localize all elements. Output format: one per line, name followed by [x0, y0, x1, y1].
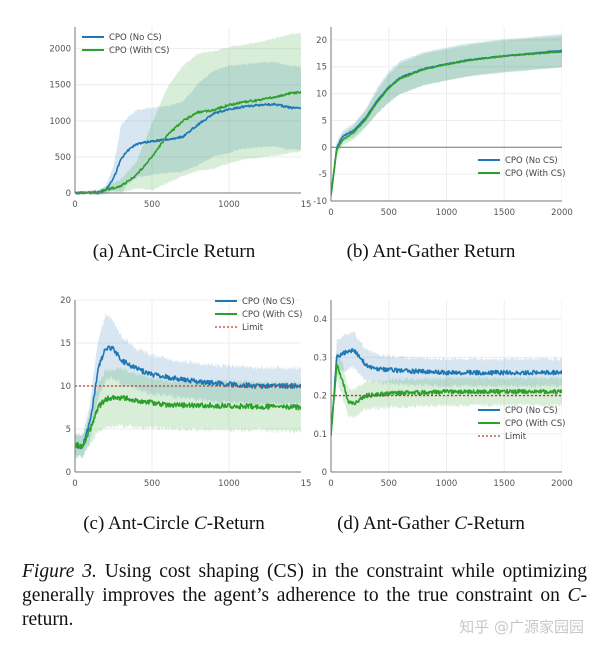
band-with-cs	[75, 366, 301, 460]
x-tick-label: 500	[381, 479, 397, 489]
y-tick-label: 0	[322, 143, 327, 153]
x-tick-label: 1500	[493, 479, 515, 489]
subcaption-text: (a) Ant-Circle Return	[92, 241, 256, 262]
y-tick-label: 15	[60, 339, 71, 349]
y-tick-label: 20	[60, 296, 71, 306]
band-with-cs	[331, 353, 562, 439]
caption-text-end: -return.	[22, 585, 587, 630]
y-tick-label: 0	[322, 468, 327, 478]
line-with-cs	[75, 394, 301, 450]
y-tick-label: 20	[316, 36, 327, 46]
subcaption-d: (d) Ant-Gather C-Return	[337, 513, 525, 535]
y-tick-label: 0	[66, 468, 71, 478]
subcaption-text: (b) Ant-Gather Return	[346, 241, 516, 262]
chart-a: 0 500 1000 15 0 500 1000 1500 2000 CPO (No CS) CPO…	[49, 27, 311, 210]
watermark: 知乎 @广源家园园	[459, 618, 584, 636]
chart-b: 0 500 1000 1500 2000 -10 -5 0 5 10 15 20 CPO (No CS)…	[313, 27, 573, 218]
figure-caption: Figure 3. Using cost shaping (CS) in the…	[22, 560, 587, 632]
x-tick-label: 0	[72, 200, 77, 210]
legend-label: CPO (No CS)	[242, 297, 295, 307]
line-with-cs	[331, 363, 562, 436]
x-tick-label: 0	[328, 479, 333, 489]
plot-area	[75, 32, 301, 195]
subcaption-c: (c) Ant-Circle C-Return	[83, 513, 265, 535]
legend-label: CPO (No CS)	[505, 156, 558, 166]
legend-label: CPO (With CS)	[505, 169, 565, 179]
band-no-cs	[331, 331, 562, 440]
x-tick-label: 1000	[436, 208, 458, 218]
subcaption-suffix: -Return	[206, 513, 265, 534]
subcaption-suffix: -Return	[466, 513, 525, 534]
y-tick-label: 1000	[49, 117, 71, 127]
band-with-cs	[331, 35, 562, 199]
legend-label: Limit	[242, 323, 264, 333]
x-tick-label: 2000	[551, 208, 573, 218]
subcaption-a: (a) Ant-Circle Return	[93, 241, 256, 263]
legend-label: CPO (No CS)	[505, 406, 558, 416]
subcaption-text: (d) Ant-Gather	[337, 513, 455, 534]
band-with-cs	[75, 32, 301, 195]
legend-label: CPO (With CS)	[242, 310, 302, 320]
figure-label: Figure 3.	[22, 561, 97, 582]
x-tick-label: 500	[381, 208, 397, 218]
y-tick-label: 0	[66, 189, 71, 199]
x-tick-label: 1000	[218, 479, 240, 489]
plot-area	[331, 331, 562, 440]
y-tick-label: -5	[319, 170, 327, 180]
y-tick-label: 0.2	[313, 392, 327, 402]
y-tick-label: -10	[313, 197, 327, 207]
legend-label: Limit	[505, 432, 527, 442]
legend-label: CPO (With CS)	[505, 419, 565, 429]
x-tick-label: 500	[144, 200, 160, 210]
x-tick-label: 1000	[218, 200, 240, 210]
y-tick-label: 10	[60, 382, 71, 392]
x-tick-label: 15	[301, 479, 312, 489]
y-tick-label: 5	[66, 425, 71, 435]
line-no-cs	[331, 347, 562, 436]
subcaption-text: (c) Ant-Circle	[83, 513, 195, 534]
legend-label: CPO (With CS)	[109, 46, 169, 56]
x-tick-label: 1000	[436, 479, 458, 489]
y-tick-label: 0.3	[313, 353, 327, 363]
caption-italic: C	[567, 585, 581, 606]
line-with-cs	[75, 90, 301, 195]
subcaption-b: (b) Ant-Gather Return	[347, 241, 516, 263]
caption-text: Using cost shaping (CS) in the constrain…	[22, 561, 587, 606]
subcaption-italic: C	[194, 513, 207, 534]
band-no-cs	[331, 33, 562, 199]
y-tick-label: 5	[322, 116, 327, 126]
x-tick-label: 500	[144, 479, 160, 489]
line-no-cs	[75, 102, 301, 195]
chart-c: 0 500 1000 15 0 5 10 15 20 CPO (No CS) CPO (With C…	[60, 296, 311, 489]
plot-area	[75, 313, 301, 460]
y-tick-label: 0.1	[313, 430, 327, 440]
y-tick-label: 0.4	[313, 315, 327, 325]
x-tick-label: 0	[328, 208, 333, 218]
y-tick-label: 1500	[49, 81, 71, 91]
plot-area	[331, 33, 562, 199]
x-tick-label: 2000	[551, 479, 573, 489]
chart-d: 0 500 1000 1500 2000 0 0.1 0.2 0.3 0.4 CPO (No CS)…	[313, 300, 573, 489]
x-tick-label: 15	[301, 200, 312, 210]
band-no-cs	[75, 61, 301, 195]
line-with-cs	[331, 50, 562, 196]
subcaption-italic: C	[454, 513, 467, 534]
legend-label: CPO (No CS)	[109, 33, 162, 43]
y-tick-label: 15	[316, 63, 327, 73]
x-tick-label: 0	[72, 479, 77, 489]
y-tick-label: 2000	[49, 45, 71, 55]
x-tick-label: 1500	[493, 208, 515, 218]
y-tick-label: 500	[55, 153, 71, 163]
y-tick-label: 10	[316, 90, 327, 100]
